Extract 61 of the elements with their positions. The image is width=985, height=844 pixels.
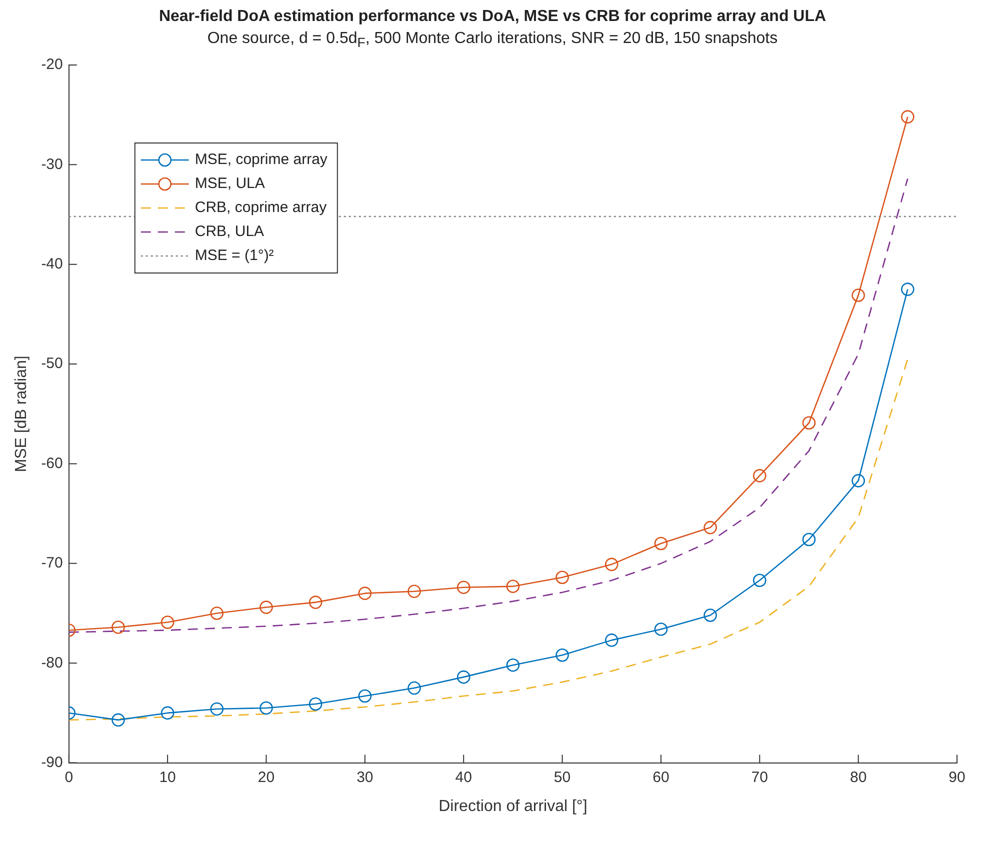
point (752, 469, 766, 483)
legend-label: MSE = (1°)² (194, 247, 274, 264)
point (752, 574, 766, 588)
point (260, 702, 273, 715)
point (456, 580, 470, 594)
point (852, 288, 865, 302)
y-tick-label: -80 (41, 654, 63, 672)
point (358, 586, 372, 600)
y-tick-label: -30 (41, 156, 63, 174)
point (852, 474, 865, 488)
chart-subtitle: One source, d = 0.5d$_{F}$, 500 Monte Carlo iterations, SNR = 20 dB, 150 snapshots (206, 30, 779, 50)
y-tick-label: -20 (41, 56, 63, 74)
x-tick-label: 20 (258, 769, 275, 786)
point (901, 282, 914, 296)
point (112, 713, 125, 727)
point (358, 690, 372, 703)
y-axis-title: MSE [dB radian] (13, 356, 30, 472)
point (901, 110, 914, 124)
point (408, 584, 421, 598)
point (112, 620, 125, 634)
point (556, 570, 569, 584)
point (604, 634, 618, 648)
point (506, 658, 520, 672)
point (556, 648, 569, 662)
point (210, 702, 224, 716)
legend-label: MSE, ULA (194, 175, 265, 192)
point (704, 521, 717, 534)
y-tick-label: -70 (41, 554, 63, 572)
y-tick-label: -90 (41, 754, 63, 772)
x-tick-label: 50 (554, 769, 571, 786)
point (308, 698, 322, 711)
x-axis-title: Direction of arrival [°] (438, 798, 588, 815)
legend-label: CRB, coprime array (194, 199, 328, 216)
y-tick-label: -60 (41, 455, 63, 472)
point (704, 608, 717, 622)
point (456, 670, 470, 684)
point (260, 600, 273, 614)
x-tick-label: 0 (64, 769, 74, 786)
x-tick-label: 60 (652, 769, 670, 786)
point (160, 706, 174, 720)
x-tick-label: 90 (948, 769, 966, 786)
y-tick-label: -40 (41, 256, 63, 273)
legend-label: MSE, coprime array (194, 151, 328, 168)
point (210, 606, 224, 620)
point (308, 596, 322, 610)
x-tick-label: 30 (356, 769, 374, 786)
point (802, 533, 816, 546)
x-tick-label: 10 (159, 769, 176, 786)
point (802, 416, 816, 430)
y-tick-label: -50 (41, 355, 63, 372)
point (160, 616, 174, 630)
point (408, 682, 421, 695)
x-tick-label: 40 (455, 769, 472, 786)
point (506, 580, 520, 594)
point (654, 622, 668, 636)
point (654, 537, 668, 550)
x-tick-label: 80 (850, 769, 867, 786)
legend-label: CRB, ULA (194, 223, 264, 240)
chart-title: Near-field DoA estimation performance vs DoA, MSE vs CRB for coprime array and ULA (158, 8, 828, 26)
x-tick-label: 70 (751, 769, 768, 786)
point (604, 558, 618, 572)
